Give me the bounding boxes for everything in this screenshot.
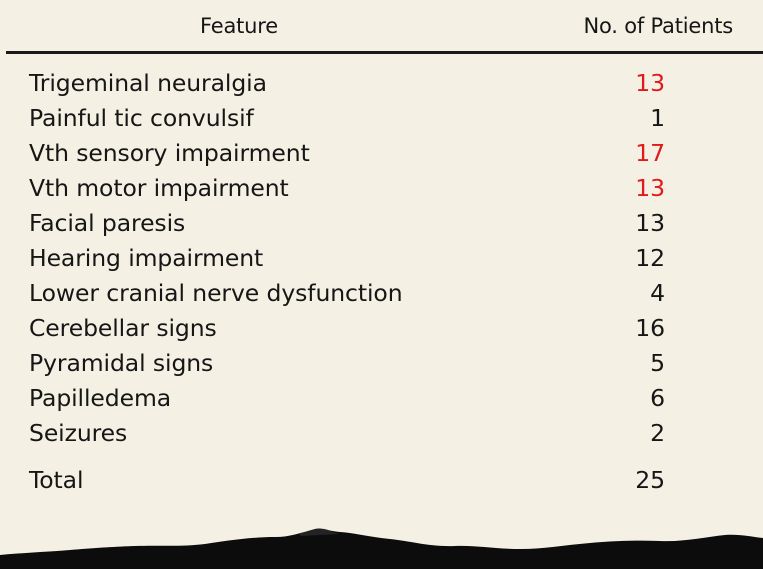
feature-cell: Hearing impairment	[29, 244, 264, 272]
header-patients: No. of Patients	[583, 14, 733, 38]
feature-cell: Papilledema	[29, 384, 172, 412]
table-row: Painful tic convulsif 1	[0, 101, 763, 136]
header-feature: Feature	[200, 14, 278, 38]
patients-cell: 2	[650, 419, 665, 447]
torn-edge	[0, 528, 763, 569]
patients-cell: 13	[635, 69, 665, 97]
table-row: Facial paresis 13	[0, 206, 763, 241]
table-header: Feature No. of Patients	[0, 14, 763, 42]
table-row: Cerebellar signs 16	[0, 311, 763, 346]
patients-cell: 5	[650, 349, 665, 377]
table-row: Seizures 2	[0, 416, 763, 451]
table-row: Hearing impairment 12	[0, 241, 763, 276]
patients-cell: 4	[650, 279, 665, 307]
total-row: Total 25	[0, 463, 763, 498]
patients-cell: 13	[635, 209, 665, 237]
table-row: Vth motor impairment 13	[0, 171, 763, 206]
feature-cell: Facial paresis	[29, 209, 186, 237]
total-value: 25	[635, 466, 665, 494]
table-row: Vth sensory impairment 17	[0, 136, 763, 171]
header-rule	[6, 51, 763, 54]
feature-cell: Lower cranial nerve dysfunction	[29, 279, 403, 307]
patients-cell: 17	[635, 139, 665, 167]
table-body: Trigeminal neuralgia 13 Painful tic conv…	[0, 66, 763, 498]
total-label: Total	[29, 466, 84, 494]
table-row: Trigeminal neuralgia 13	[0, 66, 763, 101]
feature-cell: Cerebellar signs	[29, 314, 217, 342]
table-row: Lower cranial nerve dysfunction 4	[0, 276, 763, 311]
feature-cell: Painful tic convulsif	[29, 104, 254, 132]
feature-cell: Vth motor impairment	[29, 174, 289, 202]
patients-cell: 1	[650, 104, 665, 132]
feature-cell: Seizures	[29, 419, 128, 447]
feature-cell: Vth sensory impairment	[29, 139, 310, 167]
patients-cell: 16	[635, 314, 665, 342]
patients-cell: 12	[635, 244, 665, 272]
patients-cell: 6	[650, 384, 665, 412]
patients-cell: 13	[635, 174, 665, 202]
table-row: Papilledema 6	[0, 381, 763, 416]
table-row: Pyramidal signs 5	[0, 346, 763, 381]
feature-cell: Pyramidal signs	[29, 349, 214, 377]
feature-cell: Trigeminal neuralgia	[29, 69, 267, 97]
